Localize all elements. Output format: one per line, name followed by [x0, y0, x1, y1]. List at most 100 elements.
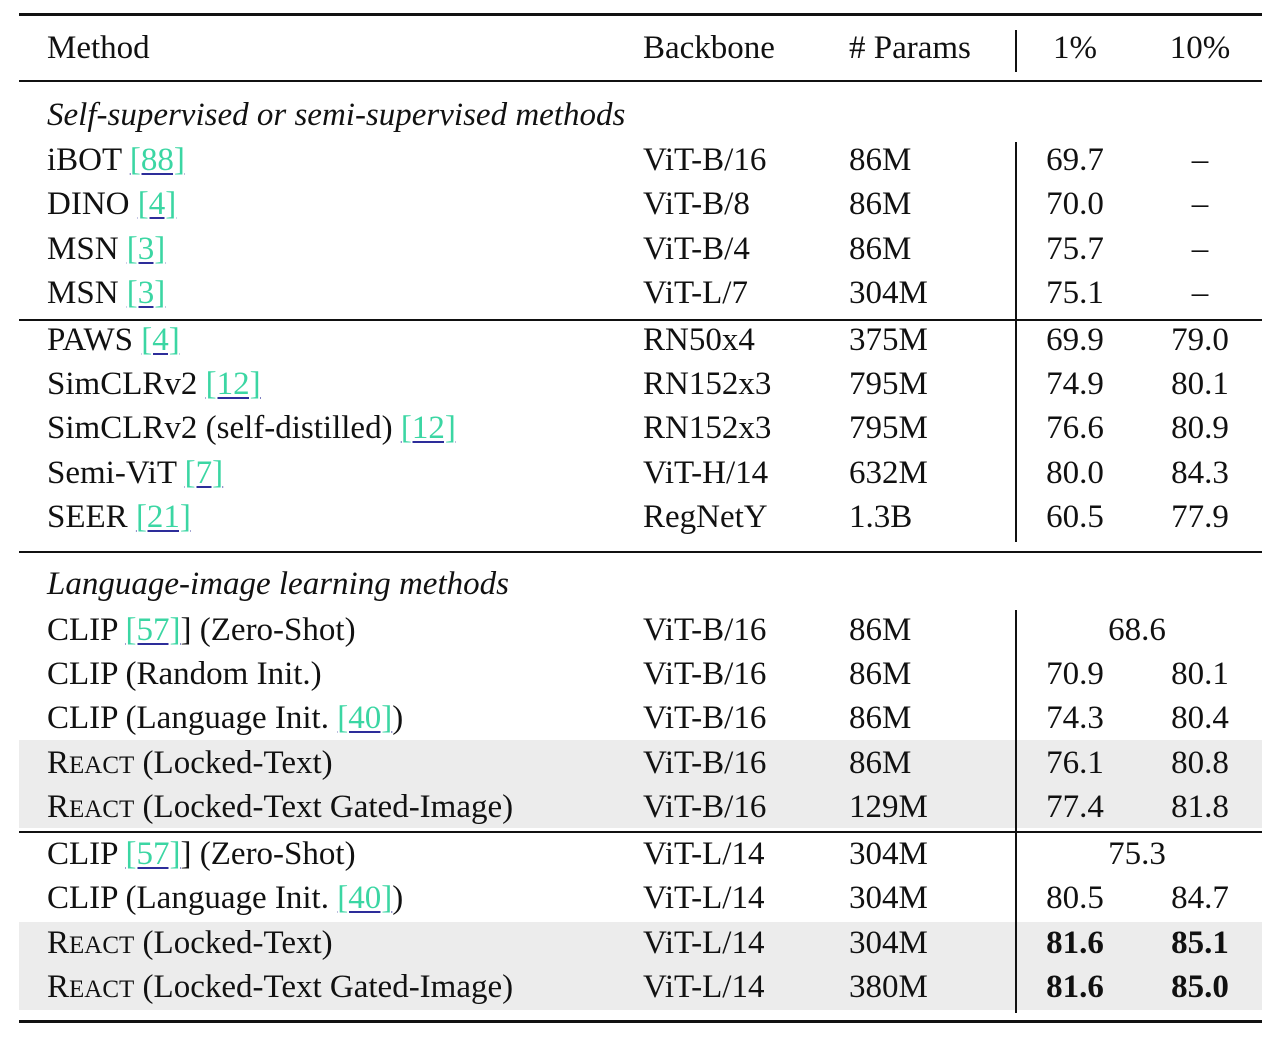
method-cell: SimCLRv2 [12]: [47, 362, 261, 406]
acc-1pct-cell: 76.1: [1046, 745, 1104, 781]
params-cell: 380M: [849, 969, 928, 1005]
acc-10pct-cell-best: 85.1: [1171, 925, 1229, 961]
backbone-cell: RN50x4: [643, 322, 755, 358]
table-row: CLIP (Language Init. [40]) ViT-L/14 304M…: [19, 876, 1262, 920]
params-cell: 632M: [849, 455, 928, 491]
method-cell: MSN [3]: [47, 227, 165, 271]
section-rule: [19, 551, 1262, 553]
method-suffix: ): [392, 880, 404, 916]
bottom-rule: [19, 1020, 1262, 1023]
backbone-cell: ViT-B/16: [643, 612, 767, 648]
header-10pct: 10%: [1169, 30, 1231, 66]
acc-1pct-cell: 74.9: [1046, 366, 1104, 402]
acc-1pct-cell: 80.5: [1046, 880, 1104, 916]
table-row: Semi-ViT [7] ViT-H/14 632M 80.0 84.3: [19, 451, 1262, 495]
mid-rule-2: [19, 831, 1262, 833]
method-name-rest: (Locked-Text Gated-Image): [134, 969, 514, 1005]
table-row-react: REACT (Locked-Text) ViT-L/14 304M 81.6 8…: [19, 921, 1262, 965]
params-cell: 86M: [849, 745, 912, 781]
params-cell: 1.3B: [849, 499, 913, 535]
method-name: PAWS: [47, 322, 134, 358]
params-cell: 86M: [849, 142, 912, 178]
table-row: SEER [21] RegNetY 1.3B 60.5 77.9: [19, 495, 1262, 539]
method-cell: DINO [4]: [47, 182, 176, 226]
highlight-band-react-b16: [19, 740, 1262, 828]
table-row: CLIP [57]] (Zero-Shot) ViT-B/16 86M 68.6: [19, 608, 1262, 652]
method-name: iBOT: [47, 142, 122, 178]
citation-link[interactable]: [12]: [205, 366, 261, 402]
backbone-cell: ViT-B/16: [643, 142, 767, 178]
method-suffix: ] (Zero-Shot): [180, 612, 356, 648]
acc-10pct-cell: 77.9: [1171, 499, 1229, 535]
acc-10pct-cell: –: [1191, 186, 1209, 222]
method-name-rest: (Locked-Text): [134, 925, 333, 961]
backbone-cell: ViT-L/14: [643, 836, 765, 872]
params-cell: 86M: [849, 186, 912, 222]
table-row: CLIP (Random Init.) ViT-B/16 86M 70.9 80…: [19, 652, 1262, 696]
params-cell: 375M: [849, 322, 928, 358]
acc-1pct-cell: 69.7: [1046, 142, 1104, 178]
citation-link[interactable]: [21]: [135, 499, 191, 535]
method-name-rest: (Locked-Text): [134, 745, 333, 781]
backbone-cell: ViT-L/14: [643, 925, 765, 961]
acc-1pct-cell: 69.9: [1046, 322, 1104, 358]
citation-link[interactable]: [3]: [126, 275, 166, 311]
method-cell: CLIP [57]] (Zero-Shot): [47, 608, 356, 652]
backbone-cell: RegNetY: [643, 499, 768, 535]
citation-link[interactable]: [40]: [337, 700, 393, 736]
citation-link[interactable]: [57]: [125, 612, 181, 648]
backbone-cell: ViT-L/14: [643, 880, 765, 916]
method-cell: MSN [3]: [47, 271, 165, 315]
backbone-cell: ViT-B/8: [643, 186, 750, 222]
acc-1pct-cell: 75.7: [1046, 231, 1104, 267]
header-backbone: Backbone: [643, 30, 775, 66]
method-name-initial: R: [47, 745, 70, 781]
method-name-smallcaps: EACT: [69, 796, 135, 823]
method-cell: REACT (Locked-Text): [47, 921, 333, 968]
method-name: Semi-ViT: [47, 455, 177, 491]
method-cell: REACT (Locked-Text): [47, 741, 333, 788]
citation-link[interactable]: [57]: [125, 836, 181, 872]
acc-1pct-cell: 77.4: [1046, 789, 1104, 825]
method-name: CLIP: [47, 836, 118, 872]
method-cell: REACT (Locked-Text Gated-Image): [47, 785, 513, 832]
method-cell: SEER [21]: [47, 495, 191, 539]
method-suffix: ] (Zero-Shot): [180, 836, 356, 872]
method-cell: CLIP [57]] (Zero-Shot): [47, 832, 356, 876]
vertical-separator-header: [1015, 30, 1017, 72]
citation-link[interactable]: [7]: [184, 455, 224, 491]
citation-link[interactable]: [88]: [129, 142, 185, 178]
mid-rule-1: [19, 319, 1262, 321]
method-cell: CLIP (Language Init. [40]): [47, 876, 403, 920]
acc-10pct-cell: 80.1: [1171, 656, 1229, 692]
params-cell: 304M: [849, 925, 928, 961]
citation-link[interactable]: [40]: [337, 880, 393, 916]
citation-link[interactable]: [4]: [141, 322, 180, 358]
acc-10pct-cell: 84.7: [1171, 880, 1229, 916]
acc-10pct-cell: 80.1: [1171, 366, 1229, 402]
citation-link[interactable]: [4]: [137, 186, 177, 222]
citation-link[interactable]: [12]: [400, 410, 456, 446]
method-name-initial: R: [47, 969, 70, 1005]
table-row: DINO [4] ViT-B/8 86M 70.0 –: [19, 182, 1262, 226]
params-cell: 86M: [849, 612, 912, 648]
method-name: DINO: [47, 186, 130, 222]
method-name-smallcaps: EACT: [69, 752, 135, 779]
section-title-language-image: Language-image learning methods: [47, 566, 509, 602]
acc-1pct-cell: 76.6: [1046, 410, 1104, 446]
method-name: SimCLRv2 (self-distilled): [47, 410, 393, 446]
backbone-cell: RN152x3: [643, 410, 772, 446]
backbone-cell: ViT-B/4: [643, 231, 750, 267]
top-rule: [19, 13, 1262, 16]
table-row-react: REACT (Locked-Text) ViT-B/16 86M 76.1 80…: [19, 741, 1262, 785]
method-name: MSN: [47, 275, 119, 311]
backbone-cell: ViT-B/16: [643, 789, 767, 825]
method-name-rest: (Locked-Text Gated-Image): [134, 789, 514, 825]
method-name: SEER: [47, 499, 128, 535]
table-row: CLIP [57]] (Zero-Shot) ViT-L/14 304M 75.…: [19, 832, 1262, 876]
header-params: # Params: [849, 30, 971, 66]
citation-link[interactable]: [3]: [126, 231, 166, 267]
table-row: SimCLRv2 [12] RN152x3 795M 74.9 80.1: [19, 362, 1262, 406]
vertical-separator-section-2: [1015, 610, 1017, 1013]
results-table: Method Backbone # Params 1% 10% Self-sup…: [19, 13, 1262, 1025]
